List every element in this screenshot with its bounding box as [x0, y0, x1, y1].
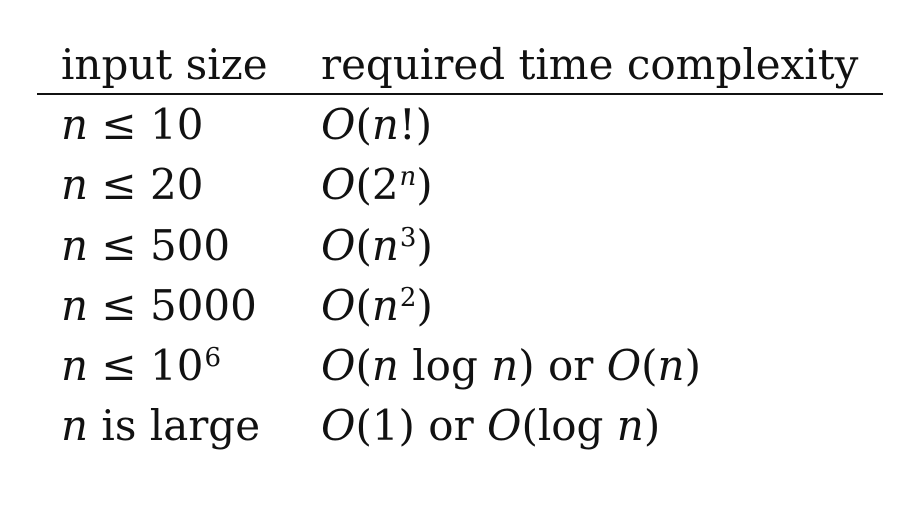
complexity-cell: O(n!) — [321, 100, 433, 149]
table-row: n is large O(1) or O(log n) — [37, 396, 883, 456]
header-input-size: input size — [61, 40, 268, 89]
input-size-cell: n is large — [61, 401, 261, 451]
header-required-time-complexity: required time complexity — [321, 40, 859, 89]
input-size-cell: n ≤ 500 — [61, 220, 231, 270]
table-row: n ≤ 20 O(2n) — [37, 155, 883, 215]
complexity-cell: O(n2) — [321, 280, 433, 330]
table-row: n ≤ 106 O(n log n) or O(n) — [37, 336, 883, 396]
table-row: n ≤ 10 O(n!) — [37, 95, 883, 155]
complexity-cell: O(2n) — [321, 160, 433, 210]
table-header-row: input size required time complexity — [37, 33, 883, 95]
input-size-cell: n ≤ 10 — [61, 100, 204, 149]
input-size-cell: n ≤ 5000 — [61, 280, 257, 330]
input-size-cell: n ≤ 106 — [61, 341, 221, 391]
complexity-table: input size required time complexity n ≤ … — [37, 33, 883, 457]
complexity-cell: O(n3) — [321, 220, 433, 270]
input-size-cell: n ≤ 20 — [61, 160, 204, 210]
complexity-cell: O(1) or O(log n) — [321, 401, 661, 451]
table-row: n ≤ 5000 O(n2) — [37, 276, 883, 336]
table-row: n ≤ 500 O(n3) — [37, 216, 883, 276]
complexity-cell: O(n log n) or O(n) — [321, 341, 701, 391]
